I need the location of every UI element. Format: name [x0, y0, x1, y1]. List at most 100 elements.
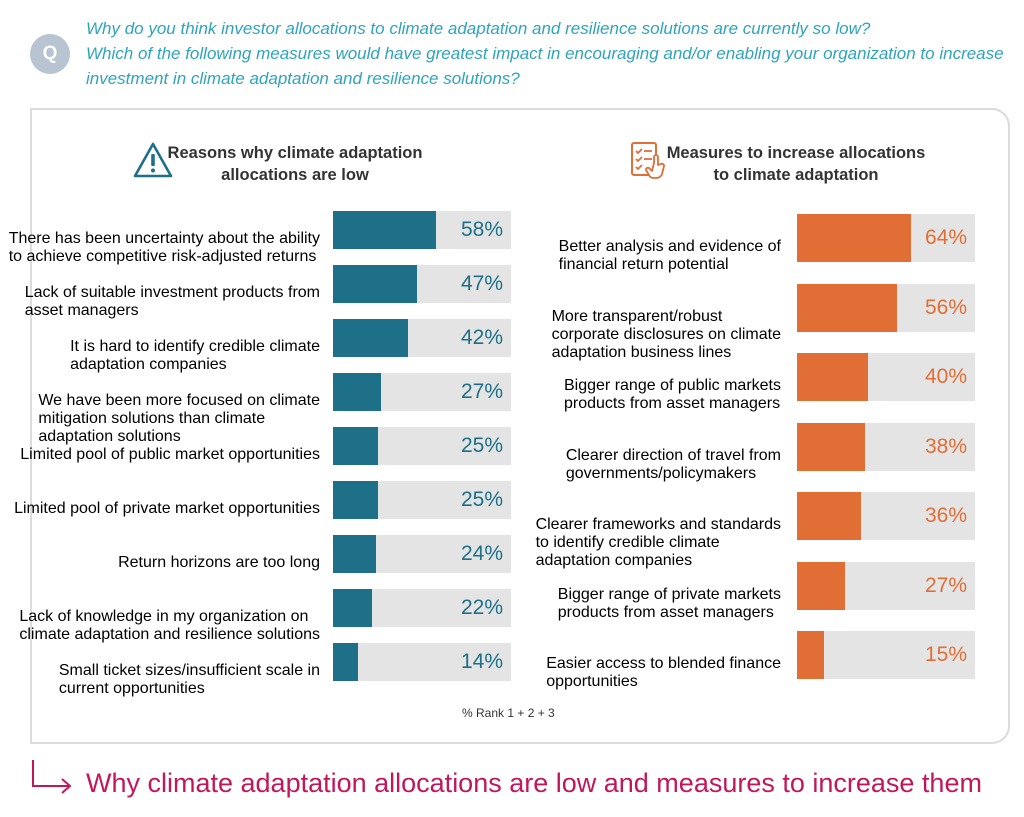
value-label: 27%: [460, 380, 503, 403]
bar: [797, 283, 897, 332]
bar: [333, 211, 437, 249]
bar: [333, 373, 382, 411]
bar-track: 22%: [333, 589, 511, 627]
category-label-line: adaptation solutions: [38, 428, 181, 445]
bar: [333, 265, 417, 303]
bar: [333, 643, 358, 681]
warning-triangle-icon: [133, 142, 173, 178]
question-badge: Q: [30, 34, 70, 74]
category-label-line: to achieve competitive risk-adjusted ret…: [8, 248, 317, 265]
bar: [797, 214, 911, 262]
right-panel-title: Measures to increase allocations to clim…: [646, 142, 946, 186]
footnote: % Rank 1 + 2 + 3: [462, 706, 555, 720]
category-label-line: adaptation companies: [70, 356, 227, 373]
right-title-line: Measures to increase allocations: [666, 144, 926, 162]
category-label: Better analysis and evidence of financial…: [559, 238, 781, 274]
category-label: Lack of suitable investment products fro…: [25, 284, 320, 320]
right-title-line: to climate adaptation: [713, 166, 879, 184]
category-label-line: Bigger range of public markets: [564, 377, 781, 394]
question-line: Which of the following measures would ha…: [86, 44, 1004, 63]
category-label-line: Limited pool of public market opportunit…: [20, 446, 320, 463]
bar-track: 25%: [333, 481, 511, 519]
category-label-line: products from asset managers: [557, 603, 774, 621]
category-label: Return horizons are too long: [118, 554, 320, 572]
category-label-line: mitigation solutions than climate: [38, 410, 266, 427]
category-label-line: corporate disclosures on climate: [551, 325, 781, 343]
bar: [333, 319, 408, 357]
checklist-hand-icon: [631, 142, 665, 179]
bar: [797, 631, 824, 679]
category-label: Limited pool of public market opportunit…: [20, 446, 320, 464]
bar-track: 56%: [797, 283, 975, 332]
bar-track: 58%: [333, 211, 511, 249]
bar: [797, 492, 862, 540]
bar-track: 24%: [333, 535, 511, 573]
category-label-line: products from asset managers: [564, 395, 781, 412]
category-label-line: current opportunities: [58, 680, 205, 697]
bar-track: 14%: [333, 643, 511, 681]
bar-track: 64%: [797, 214, 975, 262]
category-label-line: to identify credible climate: [535, 534, 720, 551]
bar-track: 15%: [797, 631, 975, 679]
category-label-line: There has been uncertainty about the abi…: [8, 230, 320, 247]
category-label-line: climate adaptation and resilience soluti…: [19, 626, 320, 643]
value-label: 58%: [460, 218, 503, 241]
category-label-line: opportunities: [546, 673, 638, 690]
category-label-line: It is hard to identify credible climate: [70, 338, 320, 355]
value-label: 27%: [924, 573, 967, 597]
category-label-line: We have been more focused on climate: [38, 392, 320, 409]
category-label-line: Lack of suitable investment products fro…: [24, 284, 320, 301]
question-text: Why do you think investor allocations to…: [86, 16, 1021, 91]
value-label: 15%: [924, 643, 967, 666]
category-label: It is hard to identify credible climate a…: [70, 338, 320, 374]
left-title-line: allocations are low: [221, 166, 369, 184]
value-label: 24%: [460, 542, 503, 565]
category-label: Limited pool of private market opportuni…: [14, 500, 320, 518]
category-label: We have been more focused on climate miti…: [38, 392, 320, 446]
value-label: 14%: [460, 650, 503, 673]
bar: [797, 353, 869, 401]
bar: [333, 427, 378, 465]
bar: [333, 589, 373, 627]
category-label: Clearer direction of travel from governme…: [566, 447, 781, 483]
bar-track: 40%: [797, 353, 975, 401]
category-label-line: Return horizons are too long: [118, 554, 320, 571]
category-label-line: adaptation companies: [535, 552, 693, 569]
bar-track: 25%: [333, 427, 511, 465]
chart-frame: [30, 108, 1010, 744]
category-label: There has been uncertainty about the abi…: [9, 230, 320, 266]
category-label-line: asset managers: [24, 302, 139, 319]
value-label: 36%: [924, 504, 967, 527]
bar: [797, 422, 865, 471]
left-panel-title: Reasons why climate adaptation allocatio…: [145, 142, 445, 186]
value-label: 42%: [460, 326, 503, 349]
category-label: Small ticket sizes/insufficient scale in…: [59, 662, 320, 698]
category-label-line: Small ticket sizes/insufficient scale in: [58, 662, 320, 679]
frame-corner: [988, 108, 1010, 130]
bar-track: 38%: [797, 422, 975, 471]
category-label: Easier access to blended finance opportun…: [546, 655, 781, 691]
bar: [797, 561, 846, 610]
caption-title: Why climate adaptation allocations are l…: [86, 768, 982, 798]
left-title-line: Reasons why climate adaptation: [167, 144, 423, 162]
category-label-line: Bigger range of private markets: [557, 585, 781, 603]
question-line: Why do you think investor allocations to…: [86, 19, 871, 38]
category-label-line: Limited pool of private market opportuni…: [14, 500, 320, 517]
category-label-line: Clearer direction of travel from: [565, 446, 781, 464]
category-label-line: More transparent/robust: [551, 307, 723, 325]
value-label: 25%: [460, 488, 503, 511]
category-label: More transparent/robust corporate disclos…: [552, 308, 781, 362]
bar-track: 36%: [797, 492, 975, 540]
frame-border-top: [30, 108, 996, 110]
value-label: 22%: [460, 596, 503, 619]
category-label-line: Easier access to blended finance: [546, 655, 781, 672]
value-label: 47%: [460, 272, 503, 295]
question-line: investment in climate adaptation and res…: [86, 69, 520, 88]
arrow-right-icon: [32, 760, 72, 794]
bar-track: 47%: [333, 265, 511, 303]
category-label: Bigger range of private markets products …: [558, 586, 781, 622]
value-label: 38%: [924, 434, 967, 458]
bar: [333, 481, 378, 519]
value-label: 56%: [924, 295, 967, 319]
value-label: 64%: [924, 226, 967, 249]
